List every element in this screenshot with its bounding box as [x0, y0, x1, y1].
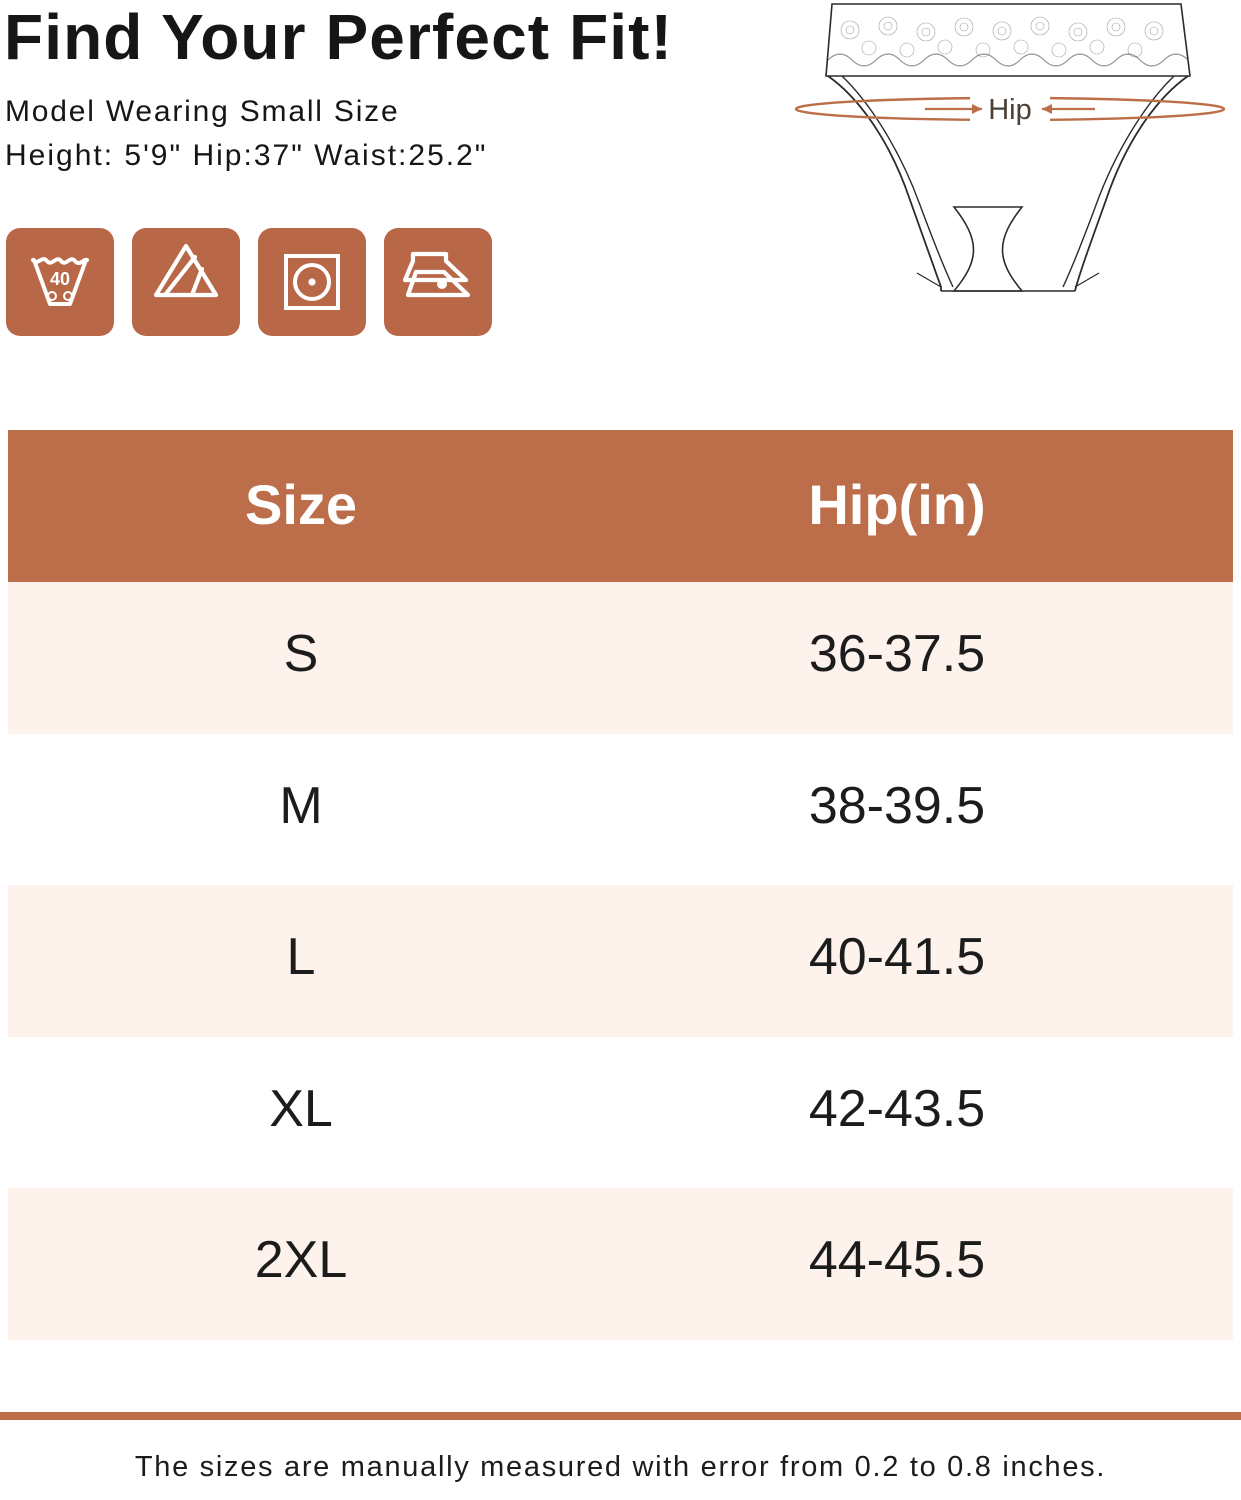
- svg-text:Hip: Hip: [988, 94, 1032, 126]
- svg-text:40: 40: [50, 269, 70, 289]
